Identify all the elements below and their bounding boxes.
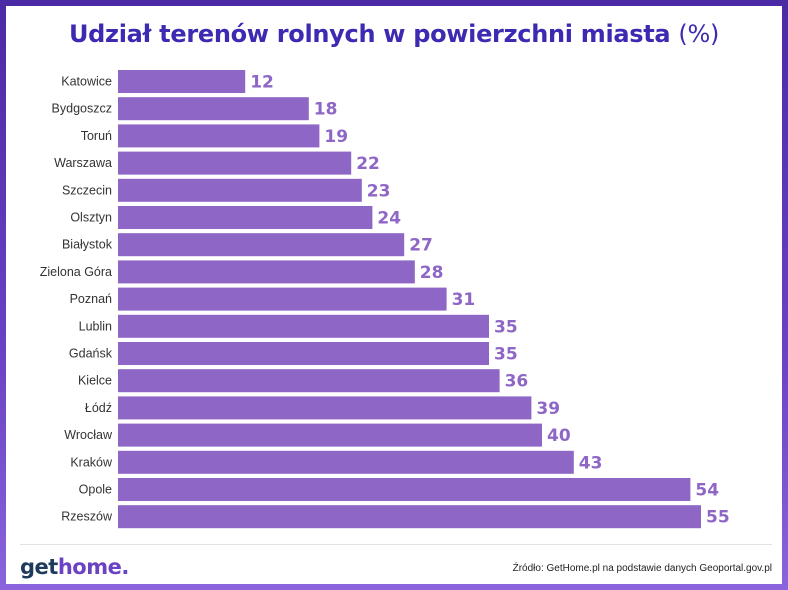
category-label: Białystok [62, 238, 113, 252]
category-label: Olsztyn [70, 211, 112, 225]
bar [118, 233, 405, 257]
category-label: Poznań [70, 292, 112, 306]
bar [118, 450, 574, 474]
bar [118, 151, 352, 175]
value-label: 18 [314, 100, 338, 120]
value-label: 35 [494, 317, 518, 337]
bar [118, 206, 373, 229]
gethome-logo: gethome. [20, 555, 129, 579]
value-label: 27 [409, 236, 433, 256]
category-label: Kielce [78, 374, 112, 388]
value-label: 22 [356, 154, 380, 174]
bar [118, 505, 701, 529]
category-label: Lublin [79, 319, 112, 333]
category-label: Opole [79, 483, 112, 497]
bar [118, 423, 542, 447]
value-label: 54 [695, 481, 719, 501]
footer-divider [20, 544, 772, 545]
value-label: 39 [536, 399, 560, 419]
chart-title-unit: (%) [678, 20, 720, 48]
bar [118, 396, 532, 420]
value-label: 24 [377, 209, 401, 229]
category-label: Wrocław [64, 428, 113, 442]
logo-text-get: get [20, 555, 58, 579]
value-label: 40 [547, 426, 571, 446]
bar [118, 97, 309, 121]
value-label: 23 [367, 181, 391, 201]
bar [118, 478, 691, 501]
value-label: 31 [452, 290, 476, 310]
value-label: 43 [579, 453, 603, 473]
chart-frame: Udział terenów rolnych w powierzchni mia… [6, 6, 782, 584]
category-label: Gdańsk [69, 347, 113, 361]
value-label: 19 [324, 127, 348, 147]
logo-text-home: home. [57, 555, 129, 579]
chart-title: Udział terenów rolnych w powierzchni mia… [6, 20, 782, 48]
category-label: Kraków [70, 455, 113, 469]
bar [118, 369, 500, 393]
category-label: Toruń [81, 129, 112, 143]
source-note: Źródło: GetHome.pl na podstawie danych G… [512, 563, 772, 574]
bar-chart: Katowice 12 Bydgoszcz 18 Toruń 19 Warszawa 22 Sz… [40, 70, 730, 529]
bar [118, 287, 447, 311]
value-label: 55 [706, 508, 730, 528]
category-label: Rzeszów [61, 510, 113, 524]
bar [118, 178, 362, 202]
category-label: Łódź [85, 401, 112, 415]
category-label: Zielona Góra [40, 265, 112, 279]
chart-title-text: Udział terenów rolnych w powierzchni mia… [68, 20, 671, 48]
bar [118, 124, 320, 148]
category-label: Szczecin [62, 183, 112, 197]
value-label: 36 [505, 372, 529, 392]
category-label: Bydgoszcz [52, 102, 112, 116]
category-label: Warszawa [54, 156, 112, 170]
bar [118, 342, 489, 365]
bar [118, 260, 415, 284]
value-label: 12 [250, 73, 274, 93]
value-label: 35 [494, 345, 518, 365]
value-label: 28 [420, 263, 444, 283]
bar [118, 70, 246, 93]
category-label: Katowice [61, 75, 112, 89]
bar [118, 314, 489, 338]
